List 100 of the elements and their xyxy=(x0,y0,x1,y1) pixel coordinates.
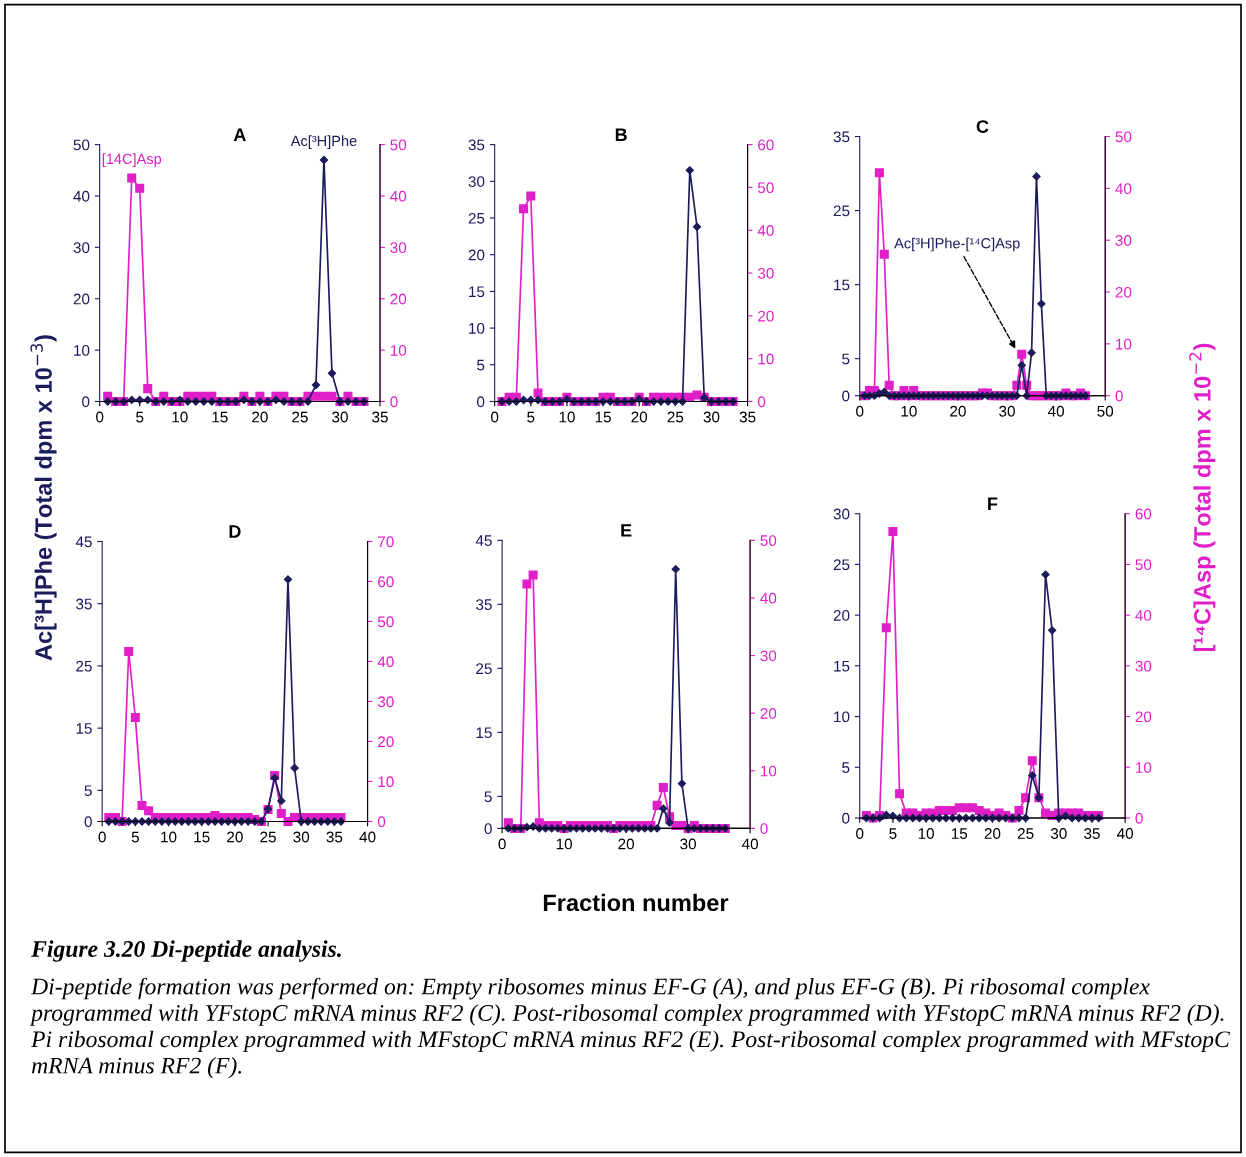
y2-tick-label: 50 xyxy=(1115,131,1132,143)
y2-tick-label: 30 xyxy=(390,242,407,254)
y2-tick-label: 20 xyxy=(758,310,774,322)
y-tick-label: 0 xyxy=(842,812,850,824)
y-tick-label: 5 xyxy=(842,353,850,365)
x-tick-label: 25 xyxy=(292,411,308,423)
y-tick-label: 10 xyxy=(834,711,850,723)
x-tick-label: 15 xyxy=(595,411,611,423)
y-tick-label: 45 xyxy=(475,535,492,547)
x-tick-label: 25 xyxy=(667,411,684,423)
y2-tick-label: 50 xyxy=(757,182,774,194)
x-tick-label: 35 xyxy=(1084,828,1100,839)
chart-title: A xyxy=(233,128,246,141)
y2-tick-label: 30 xyxy=(377,696,394,708)
y2-tick-label: 70 xyxy=(378,536,394,548)
x-tick-label: 0 xyxy=(856,828,864,839)
chart-title: F xyxy=(988,497,998,510)
y2-tick-label: 40 xyxy=(1135,610,1152,621)
chart-title: E xyxy=(621,524,632,537)
y-tick-label: 45 xyxy=(75,536,92,548)
x-tick-label: 25 xyxy=(1017,828,1034,839)
x-tick-label: 30 xyxy=(999,405,1015,417)
y-tick-label: 35 xyxy=(76,598,92,610)
x-tick-label: 30 xyxy=(703,411,720,423)
x-tick-label: 30 xyxy=(680,838,696,850)
y2-tick-label: 0 xyxy=(1135,812,1143,824)
y-tick-label: 10 xyxy=(74,344,90,356)
x-tick-label: 15 xyxy=(194,831,210,843)
y-tick-label: 30 xyxy=(468,176,485,187)
x-tick-label: 20 xyxy=(631,411,648,423)
x-tick-label: 5 xyxy=(889,828,897,839)
y2-tick-label: 0 xyxy=(757,396,766,408)
y2-tick-label: 40 xyxy=(1115,183,1132,195)
y2-tick-label: 10 xyxy=(378,776,394,788)
y-tick-label: 0 xyxy=(842,390,850,402)
y-tick-label: 25 xyxy=(833,559,850,571)
y2-tick-label: 10 xyxy=(390,344,407,356)
y-tick-label: 5 xyxy=(484,791,492,803)
y-tick-label: 20 xyxy=(833,610,850,621)
y2-tick-label: 40 xyxy=(760,592,777,604)
y2-tick-label: 40 xyxy=(390,190,407,202)
y-tick-label: 20 xyxy=(73,293,90,305)
y2-tick-label: 20 xyxy=(390,293,407,305)
y-tick-label: 20 xyxy=(468,249,485,261)
y-tick-label: 35 xyxy=(476,599,492,611)
x-tick-label: 10 xyxy=(556,838,573,850)
y-tick-label: 40 xyxy=(73,190,90,202)
y-tick-label: 0 xyxy=(82,396,90,408)
y-tick-label: 5 xyxy=(842,762,850,773)
y2-axis-title: [¹⁴C]Asp (Total dpm x 10$^{−2}$) xyxy=(1189,343,1216,652)
y2-tick-label: 20 xyxy=(1135,711,1152,723)
y2-tick-label: 20 xyxy=(760,708,777,719)
y2-tick-label: 50 xyxy=(377,616,394,628)
x-tick-label: 10 xyxy=(172,411,188,423)
series-label: [14C]Asp xyxy=(102,153,162,167)
y2-tick-label: 60 xyxy=(758,139,774,151)
x-tick-label: 0 xyxy=(98,831,106,843)
x-tick-label: 20 xyxy=(984,828,1001,839)
y-tick-label: 0 xyxy=(84,816,92,828)
text: Di-peptide formation was performed on: Empty ribosomes minus EF-G (A), and plus EF-G (B). Pi ribosomal complex programmed with YFstopC mRNA minus RF2 (C). Post-ribosomal complex programmed with YFstopC mRNA minus RF2 (D). Pi ribosomal complex programmed with MFstopC mRNA minus RF2 (E). Post-ribosomal complex programmed with MFstopC mRNA minus RF2 (F). xyxy=(29,977,1230,1079)
y2-tick-label: 0 xyxy=(1115,390,1123,402)
y2-tick-label: 50 xyxy=(1135,559,1152,571)
y2-tick-label: 10 xyxy=(1136,762,1152,773)
y-tick-label: 15 xyxy=(834,660,850,672)
y-axis-title: Ac[³H]Phe (Total dpm x 10$^{−3}$) xyxy=(30,335,57,661)
y-tick-label: 50 xyxy=(73,139,90,151)
y-tick-label: 0 xyxy=(477,396,485,408)
y2-tick-label: 20 xyxy=(378,736,394,748)
y2-tick-label: 50 xyxy=(760,535,777,547)
y-tick-label: 5 xyxy=(477,359,485,371)
y2-tick-label: 30 xyxy=(760,650,777,662)
caption: Figure 3.20 Di-peptide analysis. xyxy=(31,940,341,962)
x-tick-label: 40 xyxy=(1047,405,1065,417)
x-tick-label: 15 xyxy=(212,411,228,423)
y2-tick-label: 30 xyxy=(1135,660,1152,672)
x-tick-label: 15 xyxy=(951,828,968,839)
y-tick-label: 30 xyxy=(833,508,850,520)
x-tick-label: 40 xyxy=(1116,828,1134,839)
y-tick-label: 30 xyxy=(73,242,90,254)
x-tick-label: 30 xyxy=(1050,828,1067,839)
y-tick-label: 25 xyxy=(468,212,485,224)
x-tick-label: 20 xyxy=(950,405,966,417)
y-tick-label: 5 xyxy=(84,785,92,797)
y2-tick-label: 10 xyxy=(758,353,774,365)
y2-tick-label: 20 xyxy=(1115,286,1132,298)
y2-tick-label: 30 xyxy=(1115,235,1132,246)
x-tick-label: 30 xyxy=(332,411,348,423)
y2-tick-label: 0 xyxy=(390,396,398,408)
annotation: Ac[³H]Phe-[¹⁴C]Asp xyxy=(894,237,1020,252)
y2-tick-label: 50 xyxy=(390,139,407,151)
x-tick-label: 30 xyxy=(293,831,310,843)
x-tick-label: 40 xyxy=(741,838,758,850)
x-tick-label: 20 xyxy=(227,831,243,843)
x-tick-label: 35 xyxy=(372,411,388,423)
x-tick-label: 25 xyxy=(260,831,276,843)
x-tick-label: 10 xyxy=(559,411,575,423)
y2-tick-label: 30 xyxy=(757,267,774,279)
y-tick-label: 15 xyxy=(476,727,492,739)
x-tick-label: 10 xyxy=(918,828,934,839)
y-tick-label: 25 xyxy=(76,660,92,672)
